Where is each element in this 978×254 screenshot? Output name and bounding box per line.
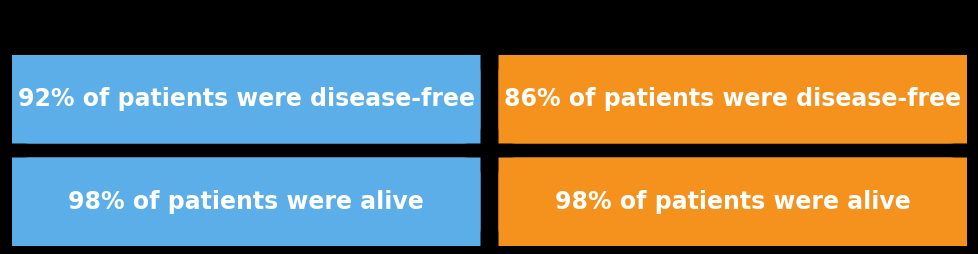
FancyBboxPatch shape	[12, 55, 480, 144]
FancyBboxPatch shape	[498, 157, 966, 246]
Text: 86% of patients were disease-free: 86% of patients were disease-free	[504, 87, 960, 111]
FancyBboxPatch shape	[498, 157, 966, 246]
Text: 98% of patients were alive: 98% of patients were alive	[555, 190, 910, 214]
Text: 92% of patients were disease-free: 92% of patients were disease-free	[18, 87, 474, 111]
FancyBboxPatch shape	[12, 157, 480, 246]
Text: 98% of patients were alive: 98% of patients were alive	[68, 190, 423, 214]
FancyBboxPatch shape	[12, 55, 480, 144]
FancyBboxPatch shape	[12, 157, 480, 246]
FancyBboxPatch shape	[498, 55, 966, 144]
FancyBboxPatch shape	[498, 55, 966, 144]
